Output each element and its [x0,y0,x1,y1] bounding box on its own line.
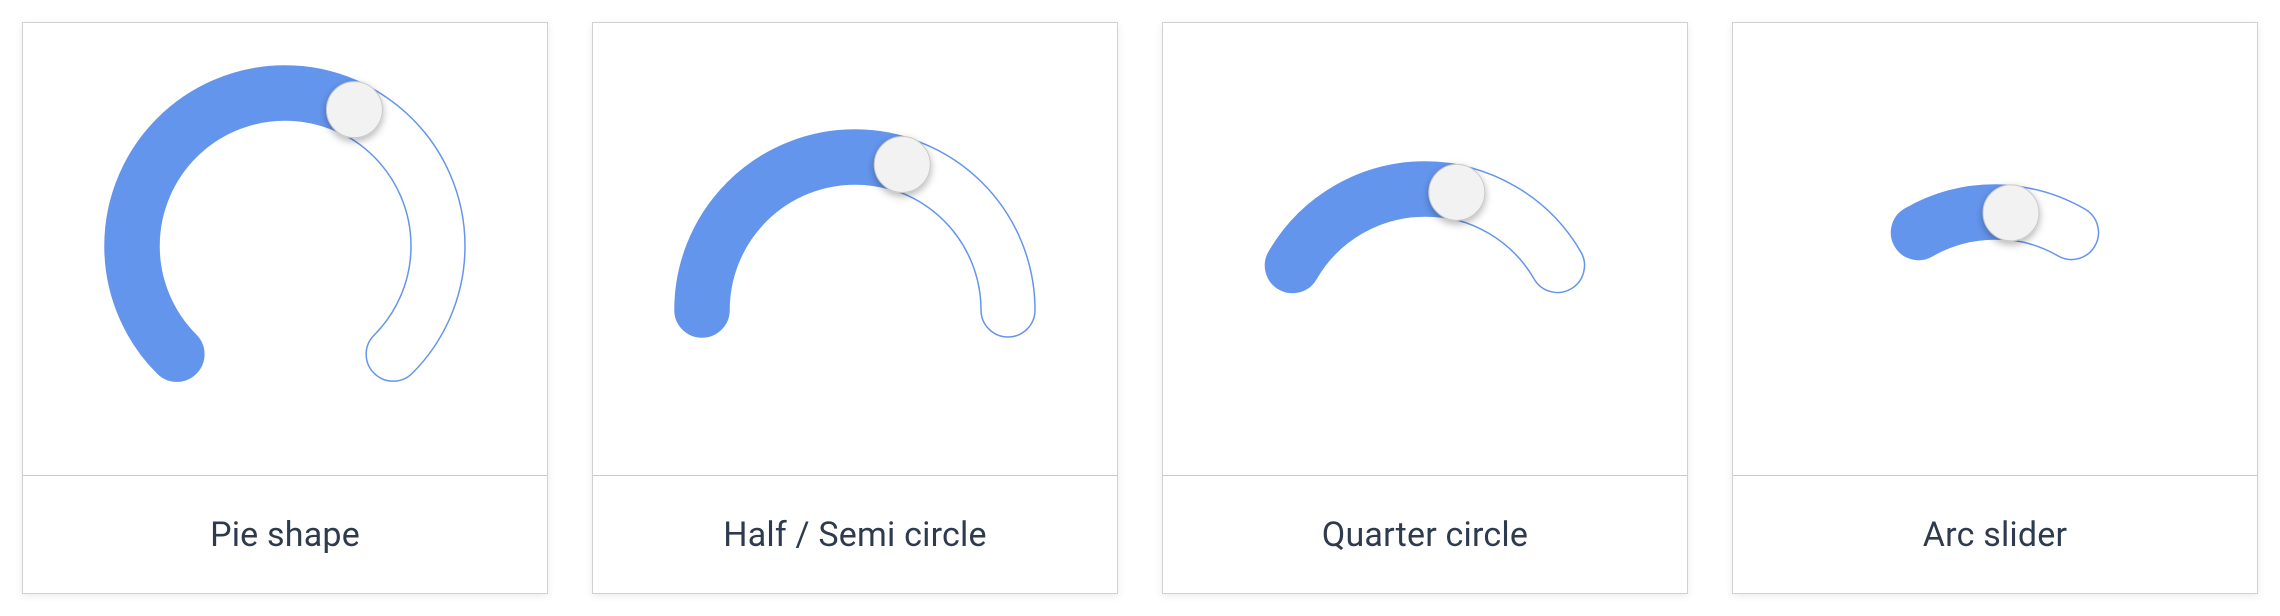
arc-slider-pie[interactable] [23,23,547,475]
arc-thumb[interactable] [1429,164,1485,220]
arc-slider-quarter[interactable] [1163,23,1687,475]
slider-card-half: Half / Semi circle [592,22,1118,594]
arc-slider-half[interactable] [593,23,1117,475]
arc-thumb[interactable] [326,82,382,138]
arc-thumb[interactable] [874,136,930,192]
slider-card-pie: Pie shape [22,22,548,594]
arc-slider-arc[interactable] [1733,23,2257,475]
slider-card-quarter: Quarter circle [1162,22,1688,594]
slider-card-caption: Pie shape [23,475,547,593]
arc-thumb[interactable] [1983,184,2039,240]
slider-card-arc: Arc slider [1732,22,2258,594]
slider-gallery: Pie shape Half / Semi circleQuarter circl… [0,0,2280,616]
